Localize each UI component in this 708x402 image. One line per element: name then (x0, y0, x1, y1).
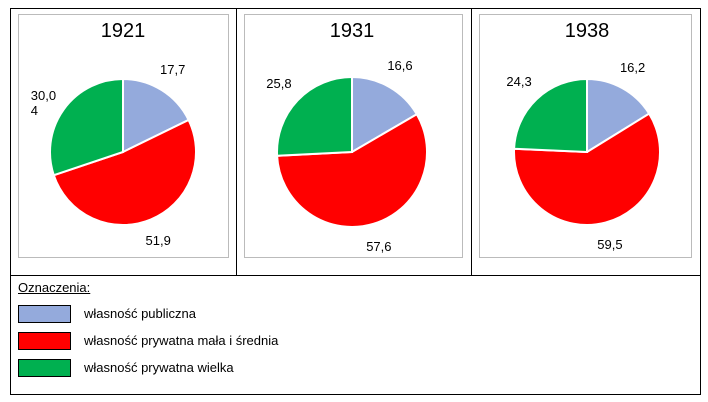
data-label: 25,8 (266, 75, 292, 91)
pie-slice (513, 77, 588, 154)
pie-slice (351, 75, 419, 154)
legend-title: Oznaczenia: (18, 280, 91, 295)
data-label: 30,04 (30, 87, 57, 118)
legend-swatch (18, 305, 71, 323)
chart-title: 1931 (329, 20, 375, 42)
panel-border (244, 14, 463, 258)
data-label: 59,5 (597, 237, 623, 253)
legend-swatch (18, 359, 71, 377)
chart-title: 1938 (564, 20, 610, 42)
data-label: 17,7 (160, 62, 186, 78)
pie-slice (49, 77, 124, 177)
data-label: 24,3 (506, 74, 532, 90)
pie-slice (276, 112, 428, 228)
pie-slice (52, 118, 197, 226)
pie-slice (122, 77, 190, 154)
chart-title: 1921 (100, 20, 146, 42)
outer-border (10, 8, 701, 395)
pie-slice (276, 75, 353, 157)
panel-border (479, 14, 692, 258)
legend-label: własność prywatna wielka (84, 360, 234, 375)
pie-slice (586, 77, 651, 154)
data-label: 57,6 (366, 238, 392, 254)
data-label: 16,6 (387, 58, 413, 74)
data-label: 16,2 (619, 59, 646, 75)
legend-swatch (18, 332, 71, 350)
legend-label: własność prywatna mała i średnia (84, 333, 279, 348)
data-label: 51,9 (145, 233, 171, 249)
legend-label: własność publiczna (84, 306, 197, 321)
panel-border (18, 14, 229, 258)
pie-slice (513, 112, 661, 226)
